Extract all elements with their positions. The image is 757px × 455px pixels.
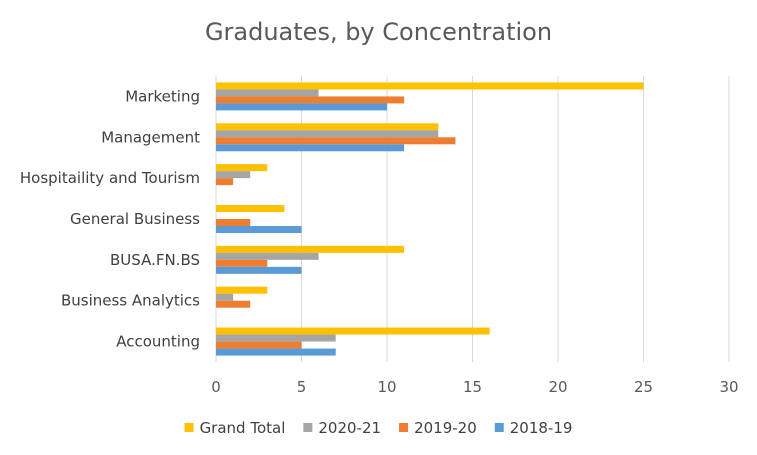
legend: Grand Total 2020-21 2019-20 2018-19 [184, 419, 573, 437]
bar [216, 103, 387, 111]
legend-label: 2019-20 [414, 419, 477, 437]
bar [216, 293, 234, 301]
bar [216, 286, 268, 294]
bar [216, 144, 405, 152]
x-tick-label: 25 [634, 378, 653, 396]
category-label: Hospitaility and Tourism [20, 169, 200, 187]
legend-item: 2019-20 [399, 419, 477, 437]
bar [216, 137, 456, 145]
bar [216, 205, 285, 212]
bar [216, 300, 251, 308]
legend-item: Grand Total [184, 419, 286, 437]
bar [216, 171, 251, 179]
bar [216, 123, 439, 131]
legend-label: 2018-19 [510, 419, 573, 437]
x-tick-label: 15 [463, 378, 482, 396]
legend-item: 2018-19 [494, 419, 573, 437]
bar [216, 96, 405, 104]
chart-title: Graduates, by Concentration [204, 18, 553, 46]
x-tick-label: 0 [211, 378, 221, 396]
bar [216, 219, 251, 226]
legend-label: Grand Total [200, 419, 286, 437]
category-label: Marketing [125, 87, 200, 105]
category-label: BUSA.FN.BS [110, 251, 200, 269]
bar [216, 164, 268, 172]
bar [216, 348, 336, 356]
bar [216, 82, 644, 90]
x-tick-label: 30 [719, 378, 738, 396]
bar [216, 341, 302, 349]
category-label: Business Analytics [61, 292, 200, 310]
bar [216, 259, 268, 267]
legend-label: 2020-21 [318, 419, 381, 437]
legend-swatch [494, 423, 504, 432]
x-tick-label: 20 [548, 378, 567, 396]
bar [216, 245, 405, 253]
x-tick-label: 5 [297, 378, 307, 396]
bar [216, 266, 302, 274]
legend-item: 2020-21 [303, 419, 381, 437]
x-tick-label: 10 [377, 378, 396, 396]
bars [216, 82, 644, 356]
legend-swatch [399, 423, 409, 432]
category-label: General Business [70, 210, 200, 228]
bar [216, 130, 439, 138]
category-label: Accounting [116, 333, 200, 351]
legend-swatch [303, 423, 313, 432]
bar [216, 178, 234, 186]
bar [216, 327, 490, 335]
bar [216, 252, 319, 260]
bar [216, 226, 302, 233]
gridlines [301, 76, 730, 362]
bar [216, 89, 319, 97]
legend-swatch [184, 423, 194, 432]
category-label: Management [101, 128, 200, 146]
bar [216, 334, 336, 342]
